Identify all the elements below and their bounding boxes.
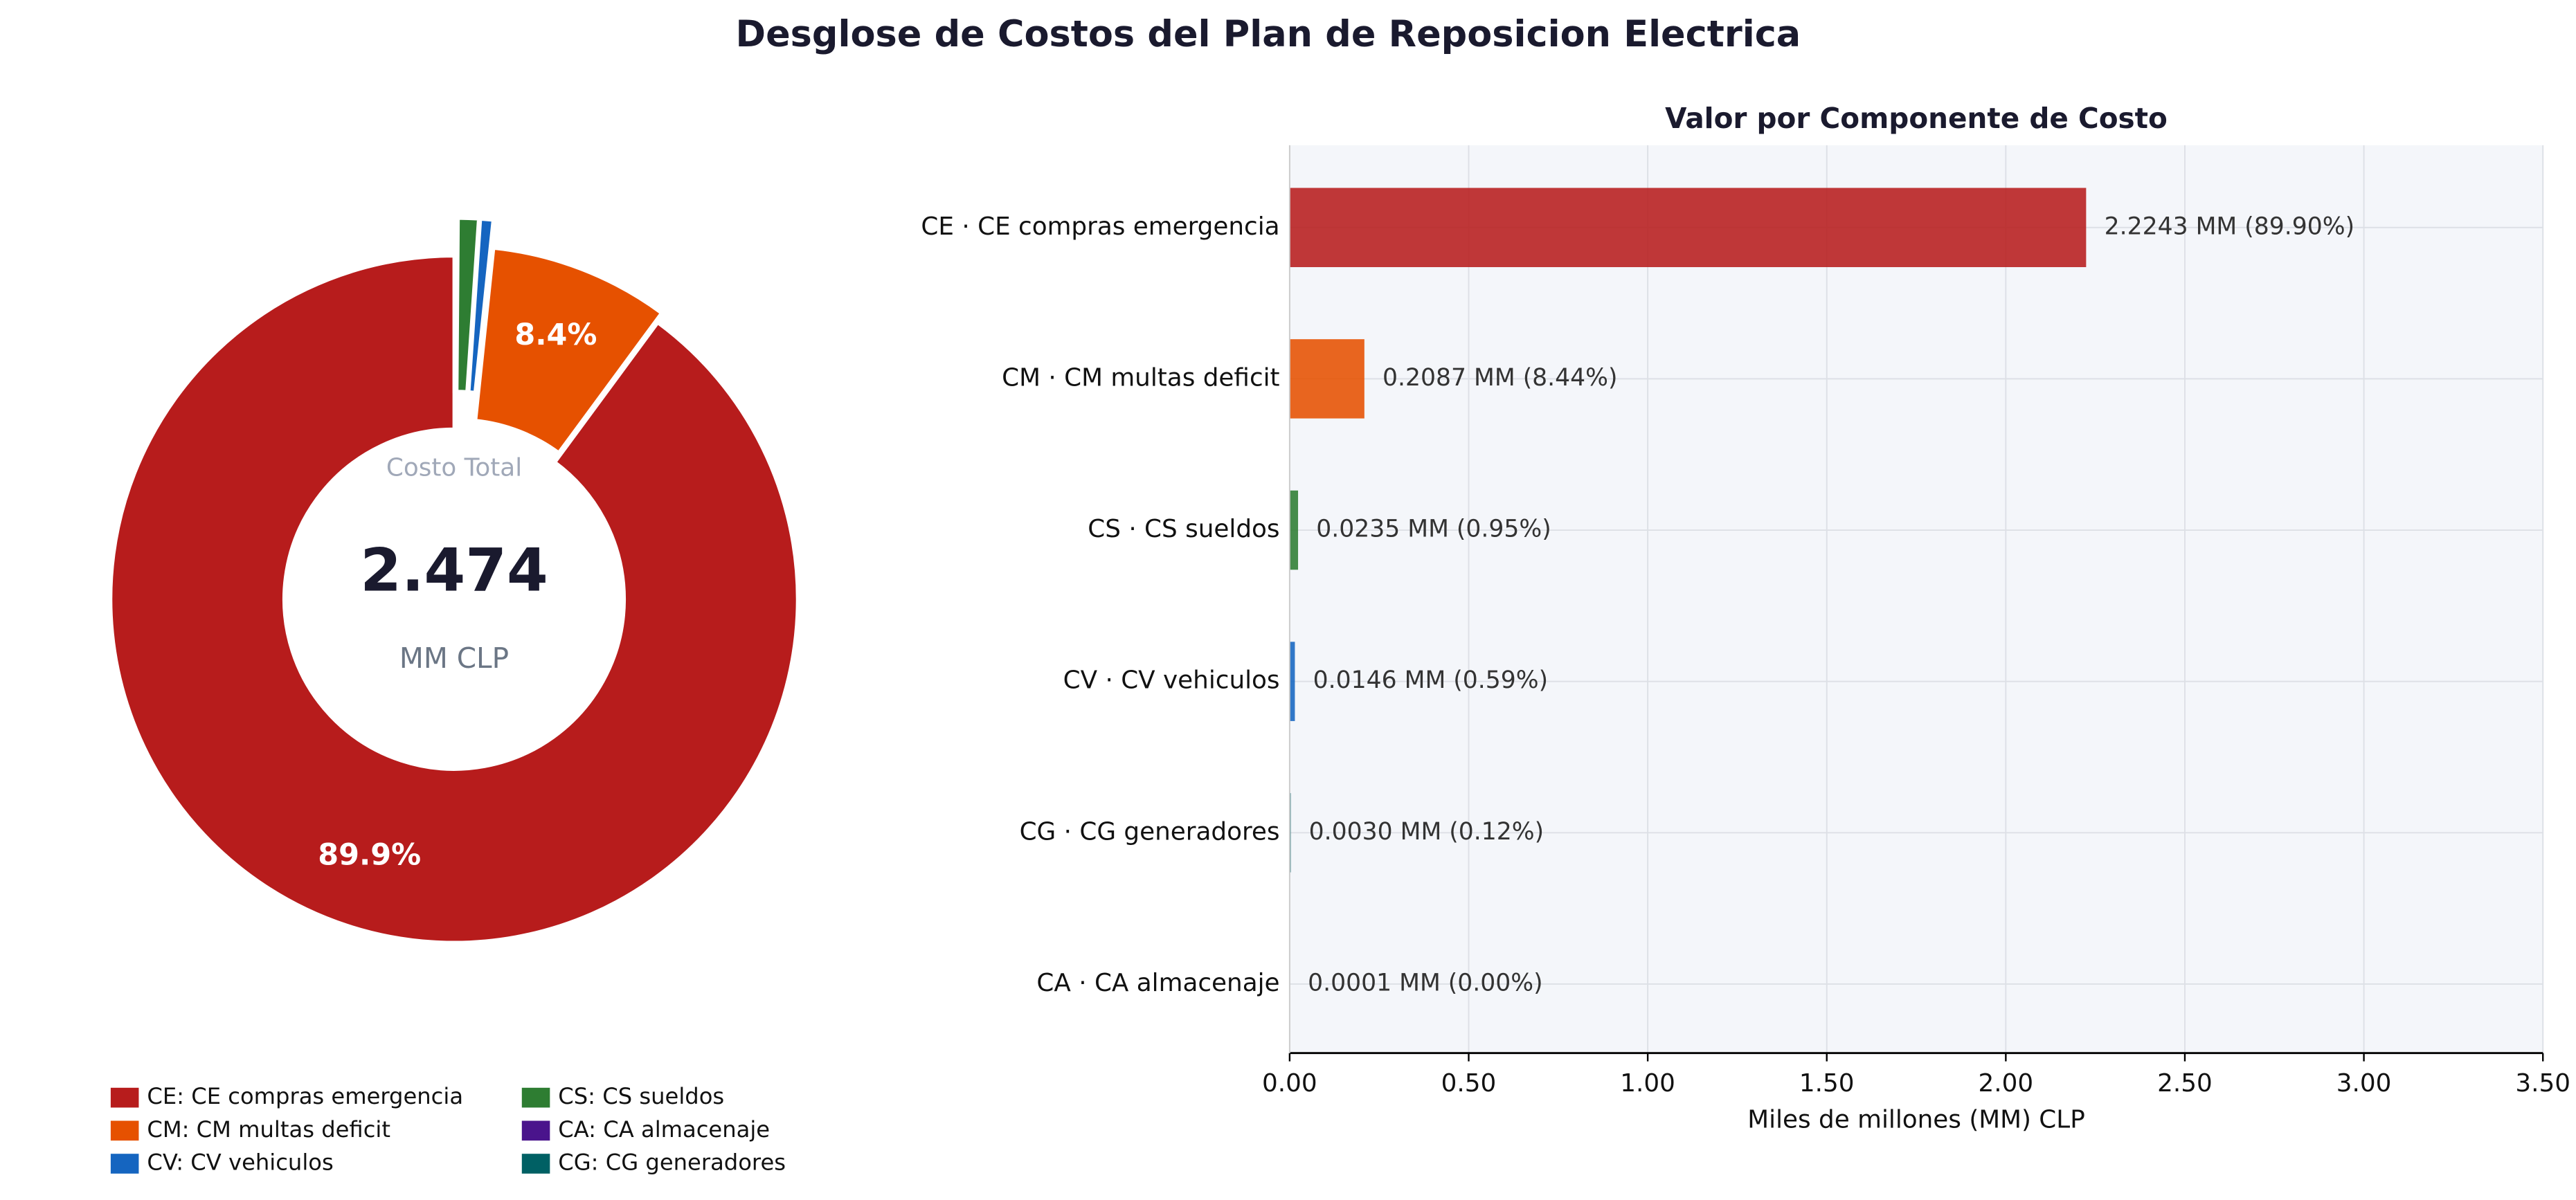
x-tick-label: 0.00 <box>1262 1069 1317 1098</box>
plot-bg <box>1289 145 2543 1053</box>
legend-label: CS: CS sueldos <box>558 1083 724 1109</box>
pie-slice <box>109 254 800 945</box>
bar <box>1289 188 2087 267</box>
value-label: 2.2243 MM (89.90%) <box>2105 212 2354 240</box>
bar <box>1289 490 1299 570</box>
x-tick-label: 2.00 <box>1979 1069 2034 1098</box>
slice-label: 8.4% <box>514 318 597 352</box>
y-tick-label: CE · CE compras emergencia <box>921 212 1279 241</box>
pie-slice <box>474 246 664 455</box>
bar <box>1289 642 1295 721</box>
bar <box>1289 339 1364 419</box>
x-tick-label: 1.50 <box>1799 1069 1855 1098</box>
y-tick-label: CV · CV vehiculos <box>1063 666 1280 695</box>
x-tick-label: 3.00 <box>2336 1069 2392 1098</box>
y-tick-label: CM · CM multas deficit <box>1002 363 1279 392</box>
legend-swatch <box>521 1120 550 1141</box>
pie-slice <box>467 217 495 394</box>
legend-swatch <box>110 1120 139 1141</box>
chart-title: Desglose de Costos del Plan de Reposicio… <box>736 13 1801 55</box>
y-tick-label: CG · CG generadores <box>1020 817 1280 846</box>
x-tick-label: 0.50 <box>1441 1069 1497 1098</box>
y-tick-label: CA · CA almacenaje <box>1036 969 1279 997</box>
subplot-title: Valor por Componente de Costo <box>1665 102 2168 135</box>
center-total: 2.474 <box>360 536 548 605</box>
x-tick-label: 3.50 <box>2515 1069 2570 1098</box>
legend-label: CM: CM multas deficit <box>147 1116 390 1143</box>
legend-swatch <box>521 1154 550 1174</box>
value-label: 0.0146 MM (0.59%) <box>1313 666 1548 694</box>
legend-swatch <box>110 1087 139 1108</box>
value-label: 0.2087 MM (8.44%) <box>1382 364 1617 392</box>
value-label: 0.0001 MM (0.00%) <box>1308 969 1542 997</box>
legend-label: CV: CV vehiculos <box>147 1149 333 1176</box>
y-tick-label: CS · CS sueldos <box>1088 515 1279 543</box>
legend-swatch <box>110 1154 139 1174</box>
x-axis-label: Miles de millones (MM) CLP <box>1747 1106 2084 1134</box>
legend-label: CE: CE compras emergencia <box>147 1083 463 1109</box>
value-label: 0.0030 MM (0.12%) <box>1309 818 1544 846</box>
legend-label: CG: CG generadores <box>558 1149 786 1176</box>
center-title: Costo Total <box>386 453 522 482</box>
legend-label: CA: CA almacenaje <box>558 1116 770 1143</box>
legend-swatch <box>521 1087 550 1108</box>
x-tick-label: 1.00 <box>1620 1069 1675 1098</box>
center-unit: MM CLP <box>399 642 509 675</box>
pie-slice <box>452 216 459 393</box>
slice-label: 89.9% <box>318 838 421 873</box>
x-tick-label: 2.50 <box>2157 1069 2213 1098</box>
value-label: 0.0235 MM (0.95%) <box>1316 516 1551 543</box>
